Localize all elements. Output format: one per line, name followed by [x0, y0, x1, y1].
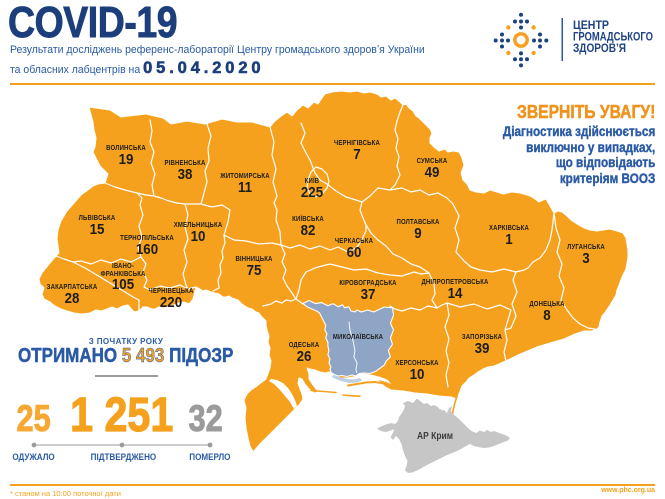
svg-text:ЗДОРОВʼЯ: ЗДОРОВʼЯ	[573, 43, 626, 55]
svg-text:ГРОМАДСЬКОГО: ГРОМАДСЬКОГО	[573, 32, 653, 44]
svg-text:ЦЕНТР: ЦЕНТР	[573, 20, 609, 32]
